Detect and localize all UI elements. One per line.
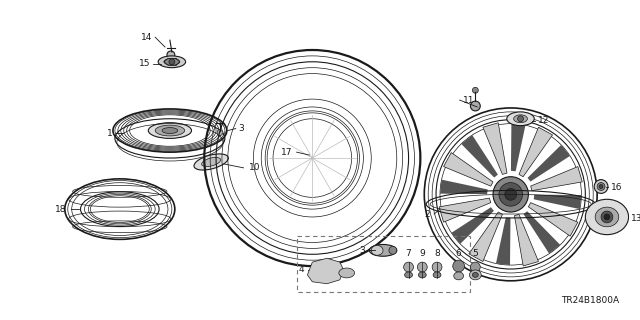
- Text: 15: 15: [139, 59, 150, 68]
- Polygon shape: [461, 135, 498, 178]
- Ellipse shape: [164, 58, 180, 65]
- Polygon shape: [483, 123, 507, 174]
- Polygon shape: [534, 195, 581, 209]
- Text: 18: 18: [55, 204, 67, 214]
- Circle shape: [417, 262, 428, 272]
- Ellipse shape: [470, 270, 481, 280]
- Circle shape: [169, 59, 175, 65]
- Ellipse shape: [586, 199, 628, 235]
- Text: 8: 8: [434, 249, 440, 258]
- Text: 3: 3: [360, 246, 365, 255]
- Circle shape: [594, 180, 608, 193]
- Text: 1: 1: [107, 129, 113, 138]
- Circle shape: [452, 260, 465, 272]
- Ellipse shape: [162, 128, 178, 133]
- Text: 6: 6: [456, 249, 461, 258]
- Circle shape: [404, 262, 413, 272]
- Text: 12: 12: [538, 116, 550, 125]
- Circle shape: [597, 183, 605, 190]
- Polygon shape: [439, 198, 491, 222]
- Circle shape: [604, 214, 610, 220]
- Circle shape: [599, 185, 603, 188]
- Circle shape: [505, 188, 516, 200]
- Polygon shape: [496, 217, 511, 265]
- Circle shape: [472, 87, 478, 93]
- Ellipse shape: [472, 272, 478, 277]
- Polygon shape: [469, 212, 502, 261]
- Text: TR24B1800A: TR24B1800A: [561, 296, 619, 305]
- Ellipse shape: [90, 196, 149, 222]
- Ellipse shape: [514, 115, 527, 123]
- Circle shape: [493, 177, 529, 212]
- Ellipse shape: [202, 157, 221, 166]
- Circle shape: [265, 111, 360, 205]
- Ellipse shape: [507, 112, 534, 126]
- Ellipse shape: [595, 207, 619, 227]
- Ellipse shape: [194, 154, 228, 170]
- Circle shape: [470, 262, 480, 272]
- Text: 16: 16: [611, 183, 622, 192]
- Circle shape: [217, 130, 223, 135]
- Text: 14: 14: [141, 33, 152, 42]
- Ellipse shape: [371, 245, 383, 255]
- Circle shape: [601, 211, 613, 223]
- Ellipse shape: [148, 123, 191, 138]
- Ellipse shape: [158, 56, 186, 68]
- Polygon shape: [527, 145, 570, 181]
- Polygon shape: [511, 124, 525, 171]
- Text: 13: 13: [630, 214, 640, 223]
- Ellipse shape: [454, 272, 463, 280]
- Circle shape: [470, 101, 480, 111]
- Polygon shape: [519, 127, 552, 177]
- Text: 2: 2: [424, 210, 430, 219]
- Polygon shape: [529, 203, 578, 236]
- Ellipse shape: [389, 246, 397, 254]
- Text: 5: 5: [472, 249, 478, 258]
- Polygon shape: [307, 258, 344, 284]
- Polygon shape: [440, 180, 488, 194]
- Circle shape: [518, 116, 524, 122]
- Polygon shape: [515, 214, 538, 266]
- Ellipse shape: [419, 272, 426, 278]
- Ellipse shape: [433, 272, 441, 278]
- Text: 10: 10: [248, 163, 260, 172]
- Ellipse shape: [339, 268, 355, 278]
- Text: 7: 7: [406, 249, 412, 258]
- Circle shape: [432, 262, 442, 272]
- Text: 3: 3: [239, 124, 244, 133]
- Text: 9: 9: [419, 249, 425, 258]
- Ellipse shape: [369, 244, 397, 256]
- Circle shape: [499, 183, 522, 206]
- Ellipse shape: [155, 125, 184, 136]
- Polygon shape: [524, 211, 560, 254]
- Text: 11: 11: [463, 96, 474, 105]
- Polygon shape: [444, 153, 493, 186]
- Text: 4: 4: [299, 266, 305, 275]
- Ellipse shape: [404, 272, 413, 278]
- Polygon shape: [451, 207, 494, 244]
- Text: 17: 17: [281, 148, 292, 157]
- Polygon shape: [531, 167, 582, 191]
- Circle shape: [167, 51, 175, 59]
